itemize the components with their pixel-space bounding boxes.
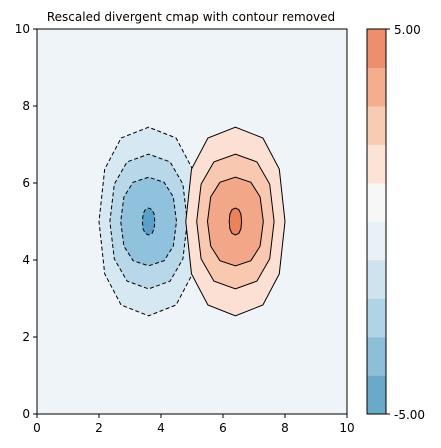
plot-area: 0 2 4 6 8 10 0 2 4 6 8 10 xyxy=(15,22,355,435)
chart-title: Rescaled divergent cmap with contour rem… xyxy=(47,10,335,24)
y-tick-label: 4 xyxy=(22,253,30,267)
colorbar: 5.00 -5.00 xyxy=(366,23,425,422)
x-tick-label: 0 xyxy=(33,421,41,435)
colorbar-top-label: 5.00 xyxy=(394,23,421,37)
colorbar-band xyxy=(367,337,386,376)
x-axis: 0 2 4 6 8 10 xyxy=(33,414,355,435)
colorbar-band xyxy=(367,260,386,299)
x-tick-label: 4 xyxy=(157,421,165,435)
y-tick-label: 8 xyxy=(22,99,30,113)
y-axis: 0 2 4 6 8 10 xyxy=(15,22,37,421)
x-tick-label: 6 xyxy=(219,421,227,435)
positive-feature xyxy=(185,126,286,317)
colorbar-band xyxy=(367,106,386,145)
colorbar-band xyxy=(367,298,386,338)
colorbar-band xyxy=(367,221,386,261)
negative-contour-level-4 xyxy=(141,207,156,236)
colorbar-band xyxy=(367,183,386,222)
colorbar-band xyxy=(367,67,386,107)
y-tick-label: 6 xyxy=(22,176,30,190)
negative-feature xyxy=(98,126,199,317)
colorbar-band xyxy=(367,144,386,184)
contour-layer xyxy=(98,126,286,317)
x-tick-label: 2 xyxy=(95,421,103,435)
y-tick-label: 2 xyxy=(22,330,30,344)
colorbar-band xyxy=(367,29,386,68)
x-tick-label: 10 xyxy=(339,421,354,435)
y-tick-label: 0 xyxy=(22,407,30,421)
colorbar-band xyxy=(367,375,386,415)
positive-contour-level-4 xyxy=(228,207,243,236)
colorbar-frame xyxy=(366,28,387,415)
y-tick-label: 10 xyxy=(15,22,30,36)
colorbar-bands xyxy=(367,29,386,415)
x-tick-label: 8 xyxy=(281,421,289,435)
colorbar-bottom-label: -5.00 xyxy=(394,408,425,422)
plot-frame xyxy=(36,28,348,415)
